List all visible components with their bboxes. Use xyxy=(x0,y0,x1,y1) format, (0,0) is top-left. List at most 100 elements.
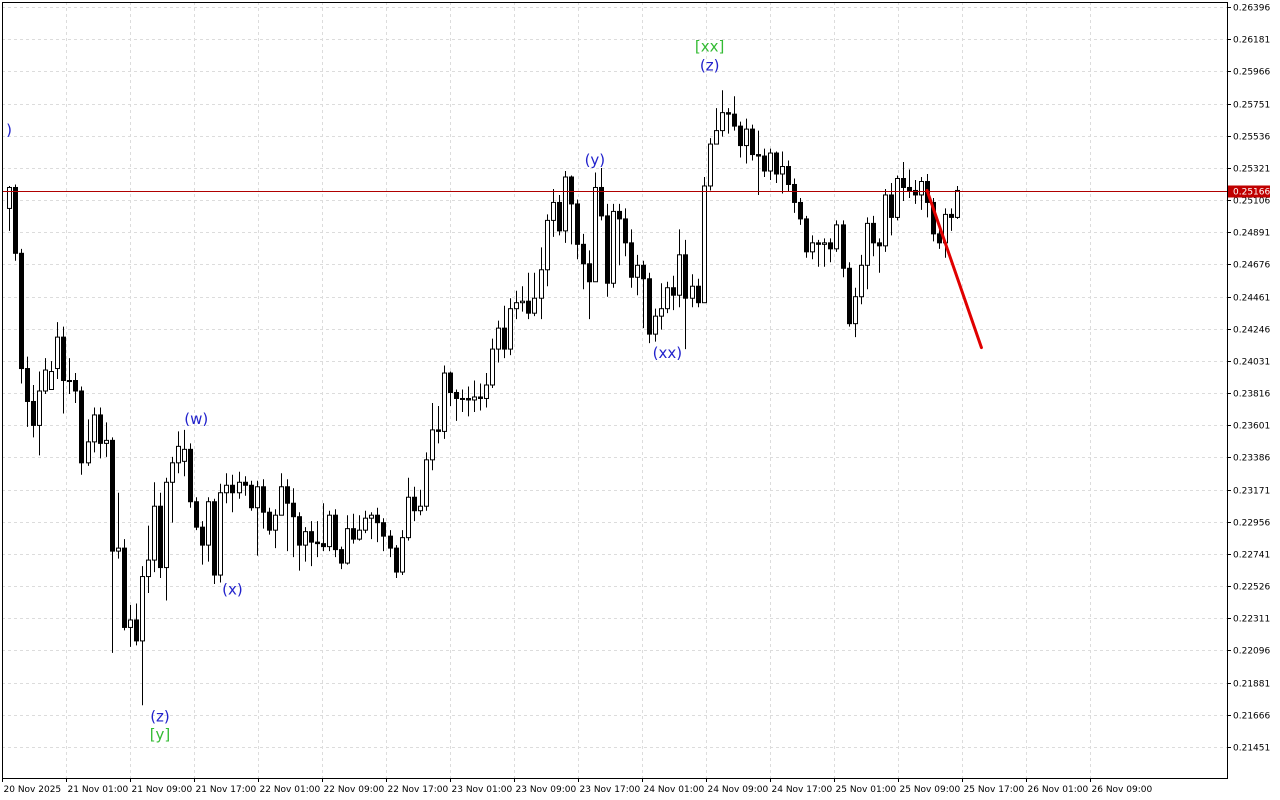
candle-body-bull xyxy=(406,496,411,539)
price-tick-label: 0.25106 xyxy=(1233,197,1270,207)
candle-body-bear xyxy=(502,327,507,350)
candle-body-bear xyxy=(73,380,78,392)
candle-body-bear xyxy=(394,547,399,573)
candle-body-bull xyxy=(611,210,616,284)
price-tick-label: 0.22956 xyxy=(1233,519,1270,529)
candle-body-bull xyxy=(224,484,229,494)
candle-body-bear xyxy=(792,183,797,203)
price-tick-label: 0.23386 xyxy=(1233,454,1270,464)
time-axis[interactable]: 20 Nov 2025 21 Nov 01:00 21 Nov 09:00 21 No… xyxy=(2,778,1153,795)
candle-body-bear xyxy=(297,516,302,546)
candle-body-bull xyxy=(140,576,145,642)
price-tick-label: 0.24676 xyxy=(1233,261,1270,271)
price-tick-label: 0.23816 xyxy=(1233,390,1270,400)
candle-body-bear xyxy=(762,155,767,172)
price-tick-label: 0.21451 xyxy=(1233,744,1270,754)
candle-body-bear xyxy=(816,242,821,245)
price-tick-label: 0.23171 xyxy=(1233,487,1270,497)
candle-body-bear xyxy=(194,501,199,528)
candle-body-bull xyxy=(635,264,640,278)
time-tick-label: 24 Nov 17:00 xyxy=(772,785,833,795)
price-tick-label: 0.23601 xyxy=(1233,422,1270,432)
candle-body-bear xyxy=(158,505,163,569)
wave-label: [y] xyxy=(150,726,171,744)
candle-body-bull xyxy=(545,219,550,271)
candle-body-bear xyxy=(949,213,954,218)
candle-body-bear xyxy=(212,501,217,576)
candle-body-bear xyxy=(388,535,393,549)
candle-body-bear xyxy=(249,484,254,509)
candle-body-bear xyxy=(309,531,314,543)
candle-body-bear xyxy=(31,400,36,426)
candle-body-bull xyxy=(895,177,900,218)
candle-body-bull xyxy=(865,222,870,266)
candle-body-bear xyxy=(750,128,755,156)
candle-body-bear xyxy=(647,278,652,335)
candle-body-bear xyxy=(581,243,586,265)
candle-body-bull xyxy=(883,194,888,247)
candle-body-bear xyxy=(871,222,876,244)
plot-frame xyxy=(2,2,1228,779)
price-tick-label: 0.25966 xyxy=(1233,68,1270,78)
wave-label: (w) xyxy=(184,410,208,428)
candle-body-bull xyxy=(653,315,658,335)
candle-body-bull xyxy=(152,505,157,561)
candle-body-bull xyxy=(460,397,465,400)
candle-body-bear xyxy=(98,414,103,444)
candle-body-bear xyxy=(267,511,272,531)
time-tick-label: 21 Nov 09:00 xyxy=(132,785,193,795)
wave-label: (x) xyxy=(222,581,243,599)
candle-body-bear xyxy=(13,186,18,254)
candle-body-bull xyxy=(255,486,260,509)
candle-body-bull xyxy=(810,242,815,253)
time-tick-label: 23 Nov 01:00 xyxy=(452,785,513,795)
candle-body-bull xyxy=(593,186,598,283)
candle-body-bull xyxy=(539,269,544,299)
chart-overlay: )(w)(x)(z)[y](y)(xx)(z)[xx] xyxy=(2,2,1228,779)
candle-body-bull xyxy=(43,369,48,392)
time-tick-label: 25 Nov 17:00 xyxy=(964,785,1025,795)
current-price-label: 0.25166 xyxy=(1233,188,1270,198)
time-tick-label: 26 Nov 01:00 xyxy=(1028,785,1089,795)
wave-label: ) xyxy=(6,121,12,139)
candle-body-bear xyxy=(696,285,701,304)
candle-body-bear xyxy=(732,113,737,127)
candle-body-bull xyxy=(532,297,537,314)
candle-body-bull xyxy=(780,166,785,175)
candle-body-bull xyxy=(303,531,308,546)
wave-label: (y) xyxy=(585,151,606,169)
candle-body-bull xyxy=(345,528,350,564)
candle-body-bear xyxy=(261,486,266,513)
candle-body-bull xyxy=(164,481,169,569)
time-tick-label: 21 Nov 17:00 xyxy=(196,785,257,795)
candle-body-bear xyxy=(122,547,127,628)
price-axis[interactable]: 0.26396 0.26181 0.25966 0.25751 0.25536 0.253… xyxy=(1227,4,1270,754)
candle-body-bull xyxy=(104,439,109,444)
candle-body-bear xyxy=(339,549,344,564)
candle-body-bear xyxy=(804,218,809,253)
wave-label: (xx) xyxy=(653,344,682,362)
candle-body-bull xyxy=(67,380,72,383)
candle-body-bear xyxy=(188,448,193,503)
candle-body-bear xyxy=(243,481,248,486)
candle-body-bull xyxy=(702,185,707,304)
time-tick-label: 24 Nov 01:00 xyxy=(644,785,705,795)
candle-body-bull xyxy=(273,514,278,531)
candle-body-bull xyxy=(919,180,924,196)
price-tick-label: 0.25536 xyxy=(1233,133,1270,143)
candle-body-bear xyxy=(454,391,459,399)
candle-body-bear xyxy=(629,242,634,278)
price-tick-label: 0.22311 xyxy=(1233,615,1270,625)
candle-body-bull xyxy=(55,336,60,370)
candle-body-bear xyxy=(841,224,846,269)
candle-body-bear xyxy=(375,514,380,524)
candle-body-bear xyxy=(110,439,115,552)
candle-body-bear xyxy=(641,264,646,280)
candle-body-bull xyxy=(92,414,97,443)
candle-body-bear xyxy=(683,254,688,299)
candle-body-bear xyxy=(321,543,326,548)
candle-body-bull xyxy=(182,448,187,462)
candle-body-bull xyxy=(677,254,682,296)
time-tick-label: 24 Nov 09:00 xyxy=(708,785,769,795)
